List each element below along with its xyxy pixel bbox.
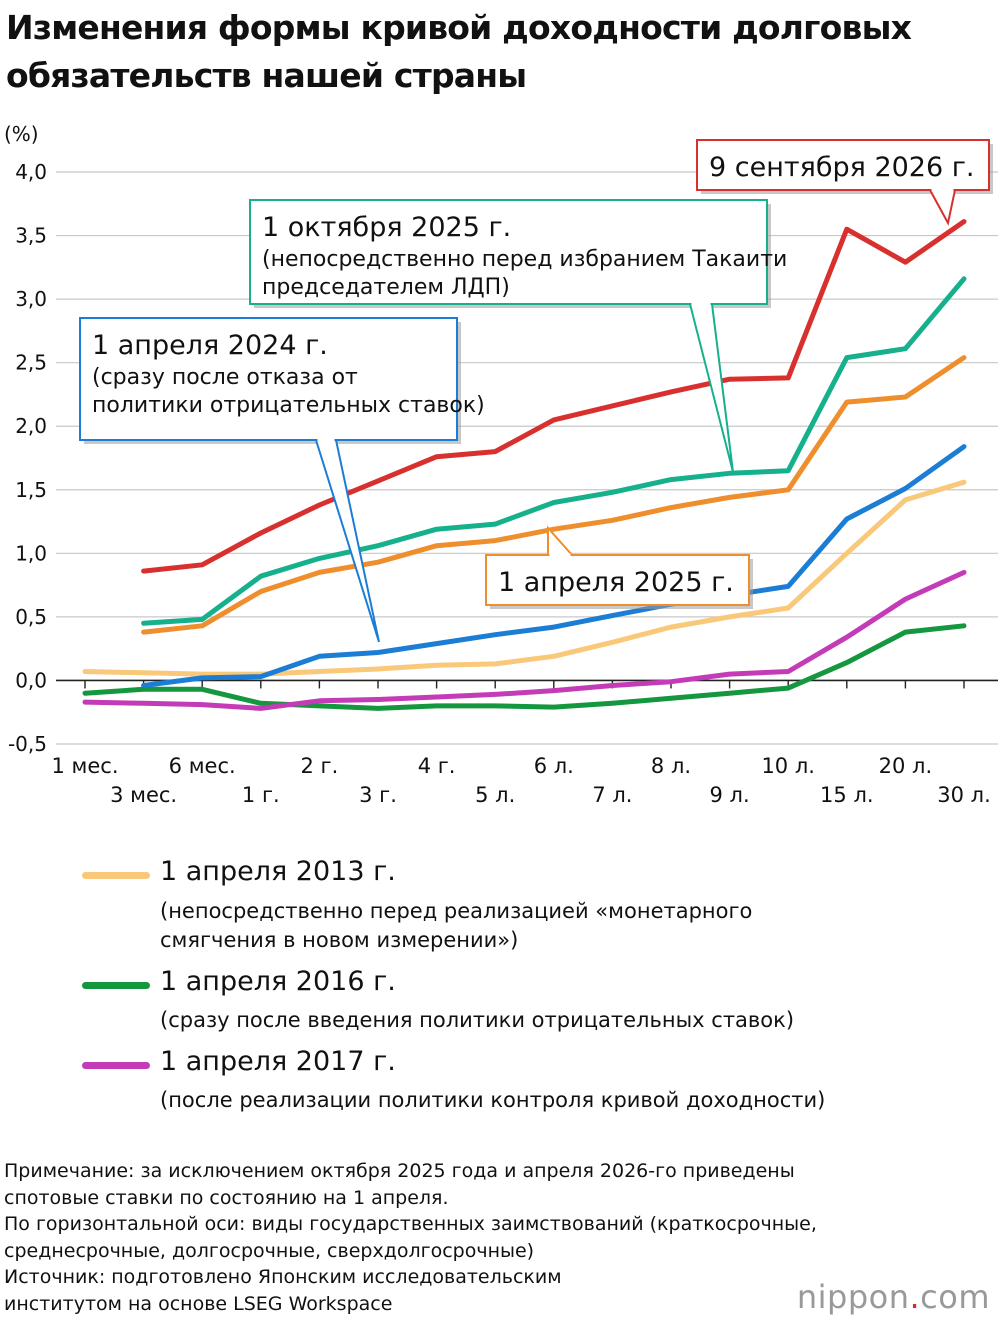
- legend-label-2017: 1 апреля 2017 г.: [160, 1046, 396, 1077]
- callout-title: 1 апреля 2024 г.: [92, 330, 328, 361]
- callout-title: 9 сентября 2026 г.: [709, 152, 975, 183]
- callout-pointer: [314, 439, 380, 643]
- callout-pointer: [928, 189, 957, 226]
- y-tick-label: 1,0: [15, 541, 47, 565]
- legend-swatch-2016: [82, 982, 150, 989]
- series-line-2: [82, 569, 967, 711]
- series-line-5: [141, 276, 967, 626]
- callout-note-line: (непосредственно перед избранием Такаити: [262, 247, 787, 272]
- x-tick-label: 20 л.: [879, 754, 933, 778]
- legend-note-2013: (непосредственно перед реализацией «моне…: [160, 899, 753, 952]
- series-line-3: [141, 444, 967, 688]
- x-tick-label: 10 л.: [761, 754, 815, 778]
- legend-label-2016: 1 апреля 2016 г.: [160, 966, 396, 997]
- page-title: Изменения формы кривой доходности долгов…: [6, 8, 912, 95]
- legend-note-2017: (после реализации политики контроля крив…: [160, 1088, 826, 1112]
- x-tick-label: 8 л.: [651, 754, 691, 778]
- footnote-line: среднесрочные, долгосрочные, сверхдолгос…: [4, 1239, 535, 1262]
- x-tick-label: 30 л.: [937, 783, 991, 807]
- footnote-line: Примечание: за исключением октября 2025 …: [4, 1160, 795, 1182]
- x-tick-label: 1 г.: [242, 783, 280, 807]
- callout-box: [249, 199, 768, 305]
- callout-box: [696, 139, 990, 191]
- y-tick-label: 2,5: [15, 351, 47, 375]
- x-tick-label: 3 г.: [359, 783, 397, 807]
- logo-dot: .: [909, 1278, 921, 1316]
- callout-note-line: политики отрицательных ставок): [92, 393, 485, 418]
- legend-swatch-2017: [82, 1062, 150, 1069]
- callout-pointer: [547, 525, 575, 556]
- callout-box: [79, 317, 458, 441]
- x-tick-label: 5 л.: [475, 783, 515, 807]
- logo-name: nippon: [796, 1278, 910, 1316]
- y-axis-unit: (%): [4, 122, 39, 146]
- series-line-4: [141, 355, 967, 635]
- callout-box: [485, 554, 750, 606]
- footnotes: Примечание: за исключением октября 2025 …: [4, 1158, 964, 1317]
- x-tick-label: 7 л.: [592, 783, 632, 807]
- x-tick-label: 3 мес.: [110, 783, 177, 807]
- footnote-line: спотовые ставки по состоянию на 1 апреля…: [4, 1186, 449, 1209]
- footnote-line: Источник: подготовлено Японским исследов…: [4, 1266, 562, 1288]
- y-tick-label: 4,0: [15, 160, 47, 184]
- x-tick-label: 4 г.: [418, 754, 456, 778]
- nippon-logo: nippon.com: [797, 1278, 990, 1316]
- series-line-1: [82, 623, 967, 711]
- y-tick-label: 1,5: [15, 478, 47, 502]
- y-tick-label: -0,5: [8, 732, 47, 756]
- x-tick-label: 1 мес.: [51, 754, 118, 778]
- y-tick-label: 3,0: [15, 287, 47, 311]
- y-tick-label: 3,5: [15, 224, 47, 248]
- callout-note-line: (сразу после отказа от: [92, 365, 358, 390]
- x-tick-label: 9 л.: [710, 783, 750, 807]
- logo-suffix: com: [920, 1278, 990, 1316]
- x-tick-label: 15 л.: [820, 783, 874, 807]
- y-tick-label: 0,0: [15, 668, 47, 692]
- yield-curve-chart: 4,0 3,5 3,0 2,5 2,0 1,5 1,0 0,5 0,0 -0,5 (%) 1 мес.…: [4, 122, 998, 807]
- x-tick-label: 2 г.: [301, 754, 339, 778]
- footnote-line: По горизонтальной оси: виды государствен…: [4, 1213, 817, 1235]
- series-line-0: [82, 479, 967, 677]
- callout-title: 1 апреля 2025 г.: [498, 567, 734, 598]
- callout-title: 1 октября 2025 г.: [262, 212, 511, 243]
- x-tick-label: 6 л.: [534, 754, 574, 778]
- x-tick-label: 6 мес.: [169, 754, 236, 778]
- callout-note-line: председателем ЛДП): [262, 275, 510, 300]
- legend-label-2013: 1 апреля 2013 г.: [160, 856, 396, 887]
- footnote-line: институтом на основе LSEG Workspace: [4, 1292, 393, 1315]
- y-tick-label: 0,5: [15, 605, 47, 629]
- series-line-6: [141, 219, 967, 574]
- legend-swatch-2013: [82, 872, 150, 879]
- y-tick-label: 2,0: [15, 414, 47, 438]
- legend-note-2016: (сразу после введения политики отрицател…: [160, 1008, 795, 1032]
